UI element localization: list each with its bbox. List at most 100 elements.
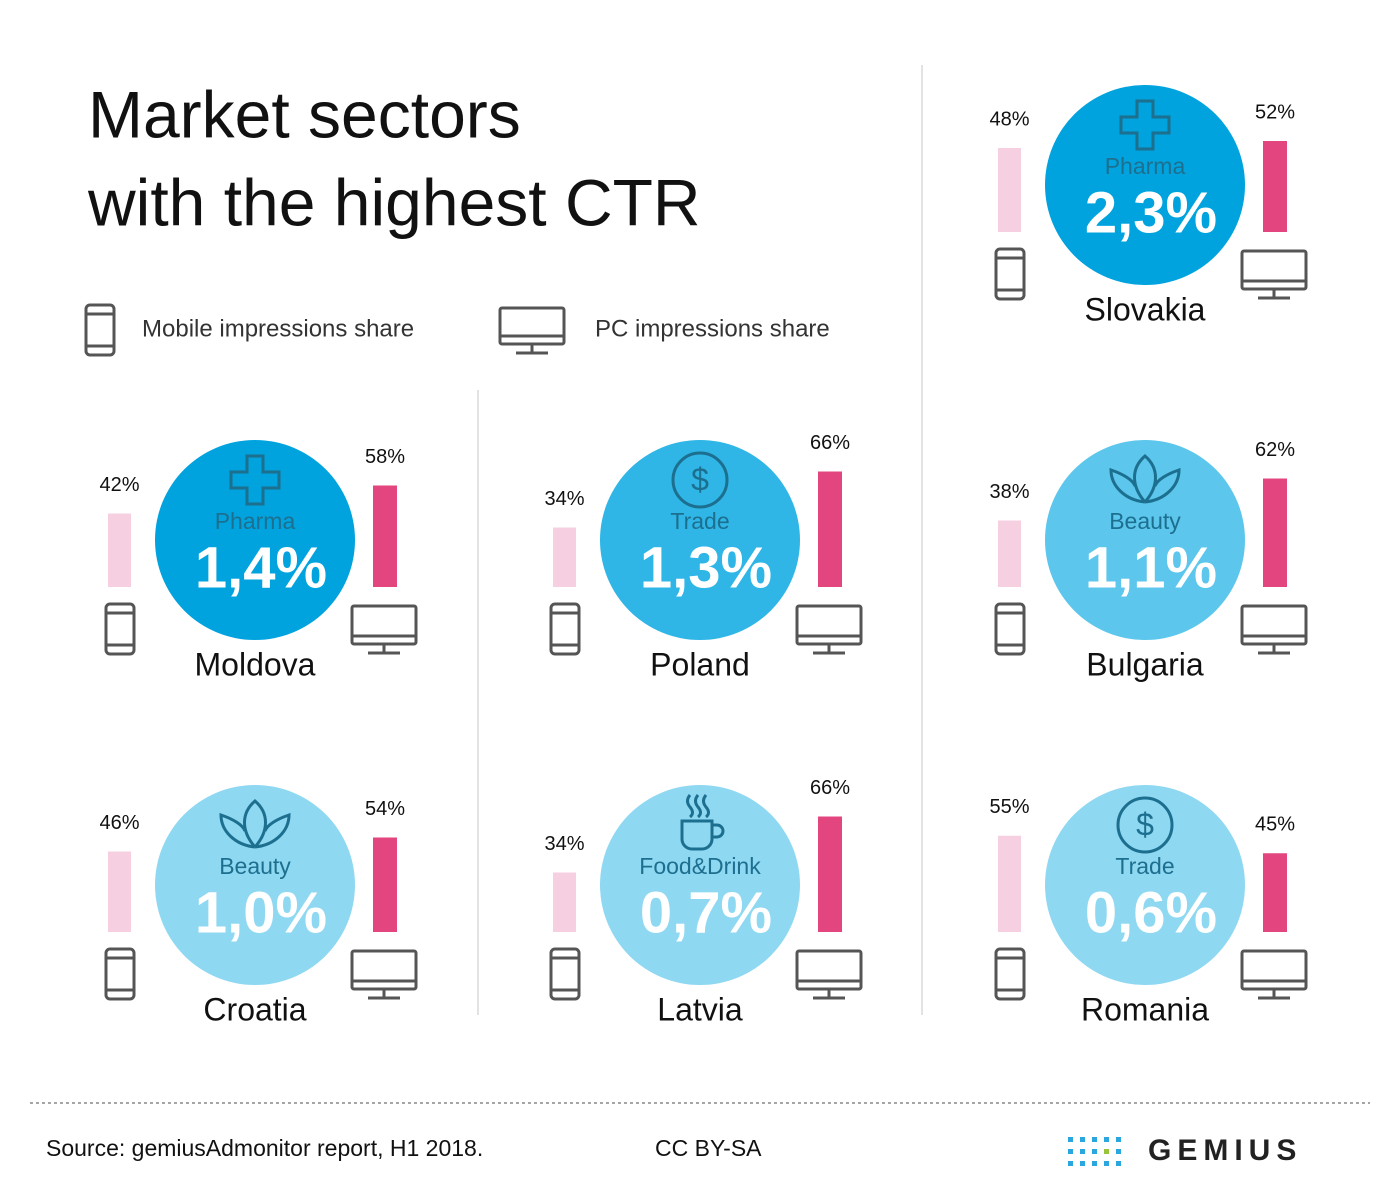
source: Source: gemiusAdmonitor report, H1 2018. [46,1135,483,1161]
logo-dot [1104,1137,1109,1142]
sector: Food&Drink [639,853,761,879]
pc-bar [373,837,397,932]
pc-icon [795,604,863,655]
icon-shape [1240,949,1308,991]
ctr-value: 1,0% [195,880,327,945]
mobile-bar [108,513,131,587]
icon-shape [1240,249,1308,291]
mobile-label: 55% [989,796,1029,818]
sector: Trade [670,508,729,534]
ctr-value: 1,3% [640,535,772,600]
ctr-value: 1,1% [1085,535,1217,600]
pc-label: 66% [810,777,850,799]
icon-shape: $ [691,461,709,497]
icon-shape [994,947,1026,1001]
mobile-label: 42% [99,474,139,496]
ctr-circle [600,785,800,985]
pc-icon [795,949,863,1000]
legend-pc-icon [498,306,566,355]
sector-icon [219,799,291,849]
ctr-value: 0,6% [1085,880,1217,945]
logo-dot [1116,1149,1121,1154]
pc-label: 54% [365,798,405,820]
icon-shape [1109,454,1181,504]
mobile-label: 38% [989,481,1029,503]
icon-shape [219,799,291,849]
icon-shape [671,451,729,509]
sector-icon [680,794,725,851]
mobile-bar [998,148,1021,232]
pc-bar [1263,141,1287,232]
icon-shape [350,604,418,646]
mobile-icon [994,947,1026,1001]
legend-mobile: Mobile impressions share [142,315,414,342]
logo-dot [1116,1137,1121,1142]
sector-icon [1119,99,1171,151]
pc-icon [350,949,418,1000]
country: Poland [650,646,750,682]
logo: GEMIUS [1148,1134,1302,1167]
sector-icon: $ [671,451,729,509]
mobile-icon [549,602,581,656]
mobile-bar [553,527,576,587]
icon-shape [549,947,581,1001]
icon-shape [994,602,1026,656]
logo-dot [1092,1149,1097,1154]
ctr-circle [1045,85,1245,285]
sector-icon [1109,454,1181,504]
country: Bulgaria [1086,646,1204,682]
sector: Pharma [1105,153,1186,179]
icon-shape [104,947,136,1001]
ctr-circle [600,440,800,640]
legend-pc: PC impressions share [595,315,830,342]
pc-icon [350,604,418,655]
mobile-icon [549,947,581,1001]
country: Slovakia [1085,291,1206,327]
logo-dot [1092,1161,1097,1166]
mobile-icon [994,602,1026,656]
ctr-circle [1045,440,1245,640]
logo-dot [1068,1149,1073,1154]
icon-shape [795,604,863,646]
pc-icon [1240,249,1308,300]
pc-bar [1263,853,1287,932]
logo-dot [1104,1149,1109,1154]
title-line: Market sectors [88,77,521,151]
icon-shape [104,602,136,656]
sector-icon: $ [1116,796,1174,854]
sector: Trade [1115,853,1174,879]
ctr-circle [155,785,355,985]
icon-shape [229,454,281,506]
pc-bar [818,471,842,587]
icon-shape [1116,796,1174,854]
mobile-label: 34% [544,488,584,510]
logo-dot [1092,1137,1097,1142]
mobile-icon [104,947,136,1001]
title-line: with the highest CTR [87,165,701,239]
ctr-value: 2,3% [1085,180,1217,245]
pc-label: 62% [1255,439,1295,461]
mobile-icon [104,602,136,656]
logo-dot [1080,1161,1085,1166]
logo-dot [1080,1137,1085,1142]
pc-bar [1263,478,1287,587]
sector-icon [229,454,281,506]
ctr-circle [155,440,355,640]
ctr-value: 0,7% [640,880,772,945]
pc-label: 45% [1255,814,1295,836]
ctr-circle [1045,785,1245,985]
legend-mobile-icon [84,303,116,357]
sector: Pharma [215,508,296,534]
icon-shape [994,247,1026,301]
mobile-bar [108,851,131,932]
mobile-label: 34% [544,833,584,855]
sector: Beauty [1109,508,1181,534]
icon-shape [1119,99,1171,151]
pc-bar [818,816,842,932]
country: Latvia [657,991,743,1027]
country: Croatia [203,991,306,1027]
icon-shape [549,602,581,656]
logo-mark [1068,1137,1121,1166]
